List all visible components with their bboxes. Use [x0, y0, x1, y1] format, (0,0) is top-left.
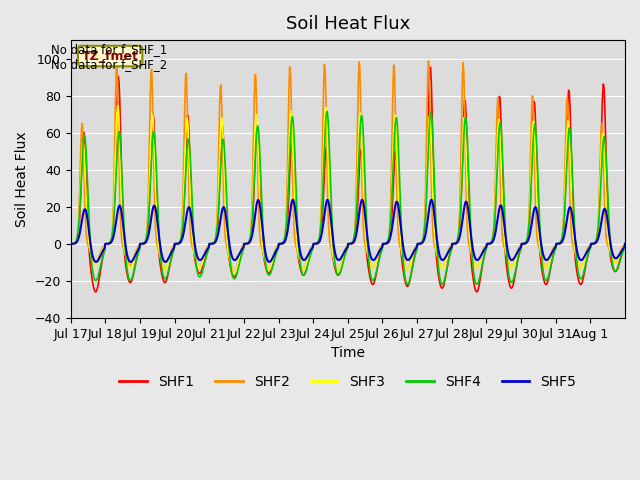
SHF3 [262, 263, 270, 269]
SHF5 [283, 232, 291, 238]
SHF2 [262, 260, 269, 265]
SHF4 [132, 261, 140, 266]
Line: SHF4: SHF4 [70, 111, 625, 284]
SHF4 [406, 277, 413, 283]
SHF2 [438, 264, 445, 270]
SHF1 [621, 241, 629, 247]
SHF5 [92, 259, 100, 265]
SHF3 [621, 241, 629, 247]
Line: SHF5: SHF5 [70, 200, 625, 262]
SHF2 [234, 257, 242, 263]
SHF4 [323, 108, 331, 114]
SHF3 [406, 261, 414, 267]
SHF3 [284, 195, 291, 201]
SHF1 [437, 283, 445, 289]
SHF4 [282, 225, 290, 230]
SHF3 [114, 103, 122, 108]
Line: SHF3: SHF3 [70, 106, 625, 274]
SHF4 [473, 281, 481, 287]
SHF5 [234, 253, 242, 259]
SHF4 [234, 268, 241, 274]
SHF5 [262, 252, 269, 257]
SHF1 [473, 289, 481, 295]
SHF3 [230, 271, 238, 276]
SHF2 [283, 198, 291, 204]
Text: No data for f_SHF_1
No data for f_SHF_2: No data for f_SHF_1 No data for f_SHF_2 [51, 43, 168, 71]
SHF1 [234, 266, 241, 272]
SHF3 [438, 264, 445, 270]
SHF5 [67, 241, 74, 247]
SHF1 [67, 241, 74, 247]
SHF4 [261, 257, 269, 263]
SHF4 [437, 279, 445, 285]
SHF4 [621, 241, 629, 247]
SHF4 [67, 241, 74, 247]
Y-axis label: Soil Heat Flux: Soil Heat Flux [15, 131, 29, 227]
SHF2 [406, 263, 413, 269]
SHF2 [132, 249, 140, 255]
Line: SHF1: SHF1 [70, 67, 625, 292]
Line: SHF2: SHF2 [70, 61, 625, 274]
SHF5 [132, 250, 140, 256]
SHF1 [427, 64, 435, 70]
Text: TZ_fmet: TZ_fmet [82, 49, 139, 62]
SHF5 [621, 241, 629, 247]
SHF2 [424, 58, 432, 64]
SHF2 [621, 241, 629, 247]
SHF5 [438, 257, 445, 263]
Legend: SHF1, SHF2, SHF3, SHF4, SHF5: SHF1, SHF2, SHF3, SHF4, SHF5 [114, 369, 582, 394]
SHF1 [405, 281, 413, 287]
SHF2 [230, 271, 238, 276]
SHF3 [67, 241, 74, 247]
SHF3 [132, 249, 140, 255]
SHF2 [67, 241, 74, 247]
SHF1 [261, 261, 269, 267]
SHF1 [282, 234, 290, 240]
SHF3 [236, 256, 243, 262]
X-axis label: Time: Time [331, 346, 365, 360]
SHF5 [428, 197, 435, 203]
Title: Soil Heat Flux: Soil Heat Flux [285, 15, 410, 33]
SHF5 [406, 256, 413, 262]
SHF1 [132, 260, 140, 265]
